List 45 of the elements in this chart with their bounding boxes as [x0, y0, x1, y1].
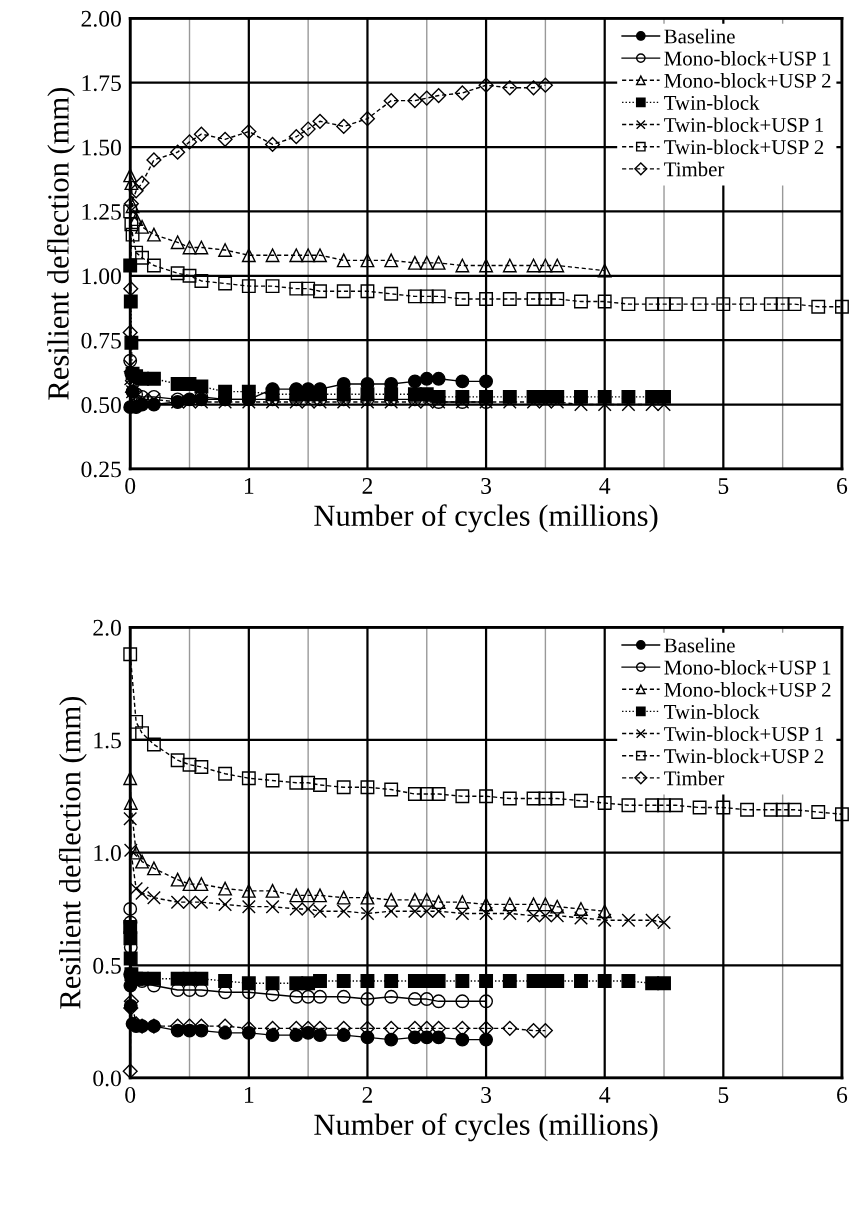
y-tick-label: 1.25	[82, 203, 121, 220]
x-tick-label: 4	[599, 478, 611, 494]
x-tick-label: 1	[245, 478, 254, 494]
x-tick-label: 2	[362, 1087, 373, 1103]
y-axis-title: Resilient deflection (mm)	[46, 87, 75, 400]
x-axis-title: Number of cycles (millions)	[314, 504, 658, 533]
x-tick-label: 6	[837, 1087, 848, 1103]
legend-label: Baseline	[664, 637, 735, 653]
y-tick-label: 0.0	[93, 1070, 121, 1087]
y-tick-label: 0.75	[81, 332, 121, 349]
y-tick-label: 2.0	[93, 619, 121, 636]
y-tick-label: 1.0	[94, 845, 121, 862]
y-tick-label: 2.00	[81, 10, 121, 27]
x-tick-label: 6	[837, 478, 848, 494]
legend-label: Timber	[664, 770, 725, 786]
legend-label: Twin-block+USP 2	[664, 748, 824, 764]
legend-label: Twin-block+USP 1	[664, 726, 824, 742]
y-tick-label: 0.5	[93, 957, 121, 974]
y-tick-label: 1.50	[82, 139, 121, 156]
legend-label: Mono-block+USP 2	[664, 73, 831, 88]
x-tick-label: 1	[245, 1087, 254, 1103]
y-tick-label: 1.00	[82, 268, 121, 285]
y-tick-label: 0.25	[81, 461, 121, 478]
legend-label: Twin-block+USP 2	[664, 139, 824, 155]
legend-label: Mono-block+USP 1	[664, 50, 831, 66]
x-tick-label: 3	[481, 1087, 492, 1103]
x-tick-label: 0	[125, 477, 136, 494]
x-tick-label: 4	[599, 1087, 611, 1103]
y-tick-label: 1.75	[82, 75, 121, 92]
legend-label: Twin-block	[664, 95, 760, 110]
legend-label: Mono-block+USP 1	[664, 659, 831, 675]
x-tick-label: 2	[362, 478, 373, 494]
x-axis-title: Number of cycles (millions)	[314, 1113, 658, 1142]
x-tick-label: 5	[718, 478, 729, 494]
y-tick-label: 0.50	[81, 397, 121, 414]
legend-label: Baseline	[664, 28, 735, 44]
legend-label: Twin-block	[664, 704, 760, 719]
legend-label: Mono-block+USP 2	[664, 682, 831, 697]
legend-label: Timber	[664, 161, 725, 177]
x-tick-label: 3	[481, 478, 492, 494]
legend-label: Twin-block+USP 1	[664, 117, 824, 133]
x-tick-label: 5	[718, 1087, 729, 1103]
y-axis-title: Resilient deflection (mm)	[58, 696, 87, 1009]
x-tick-label: 0	[125, 1086, 136, 1103]
y-tick-label: 1.5	[94, 732, 121, 749]
